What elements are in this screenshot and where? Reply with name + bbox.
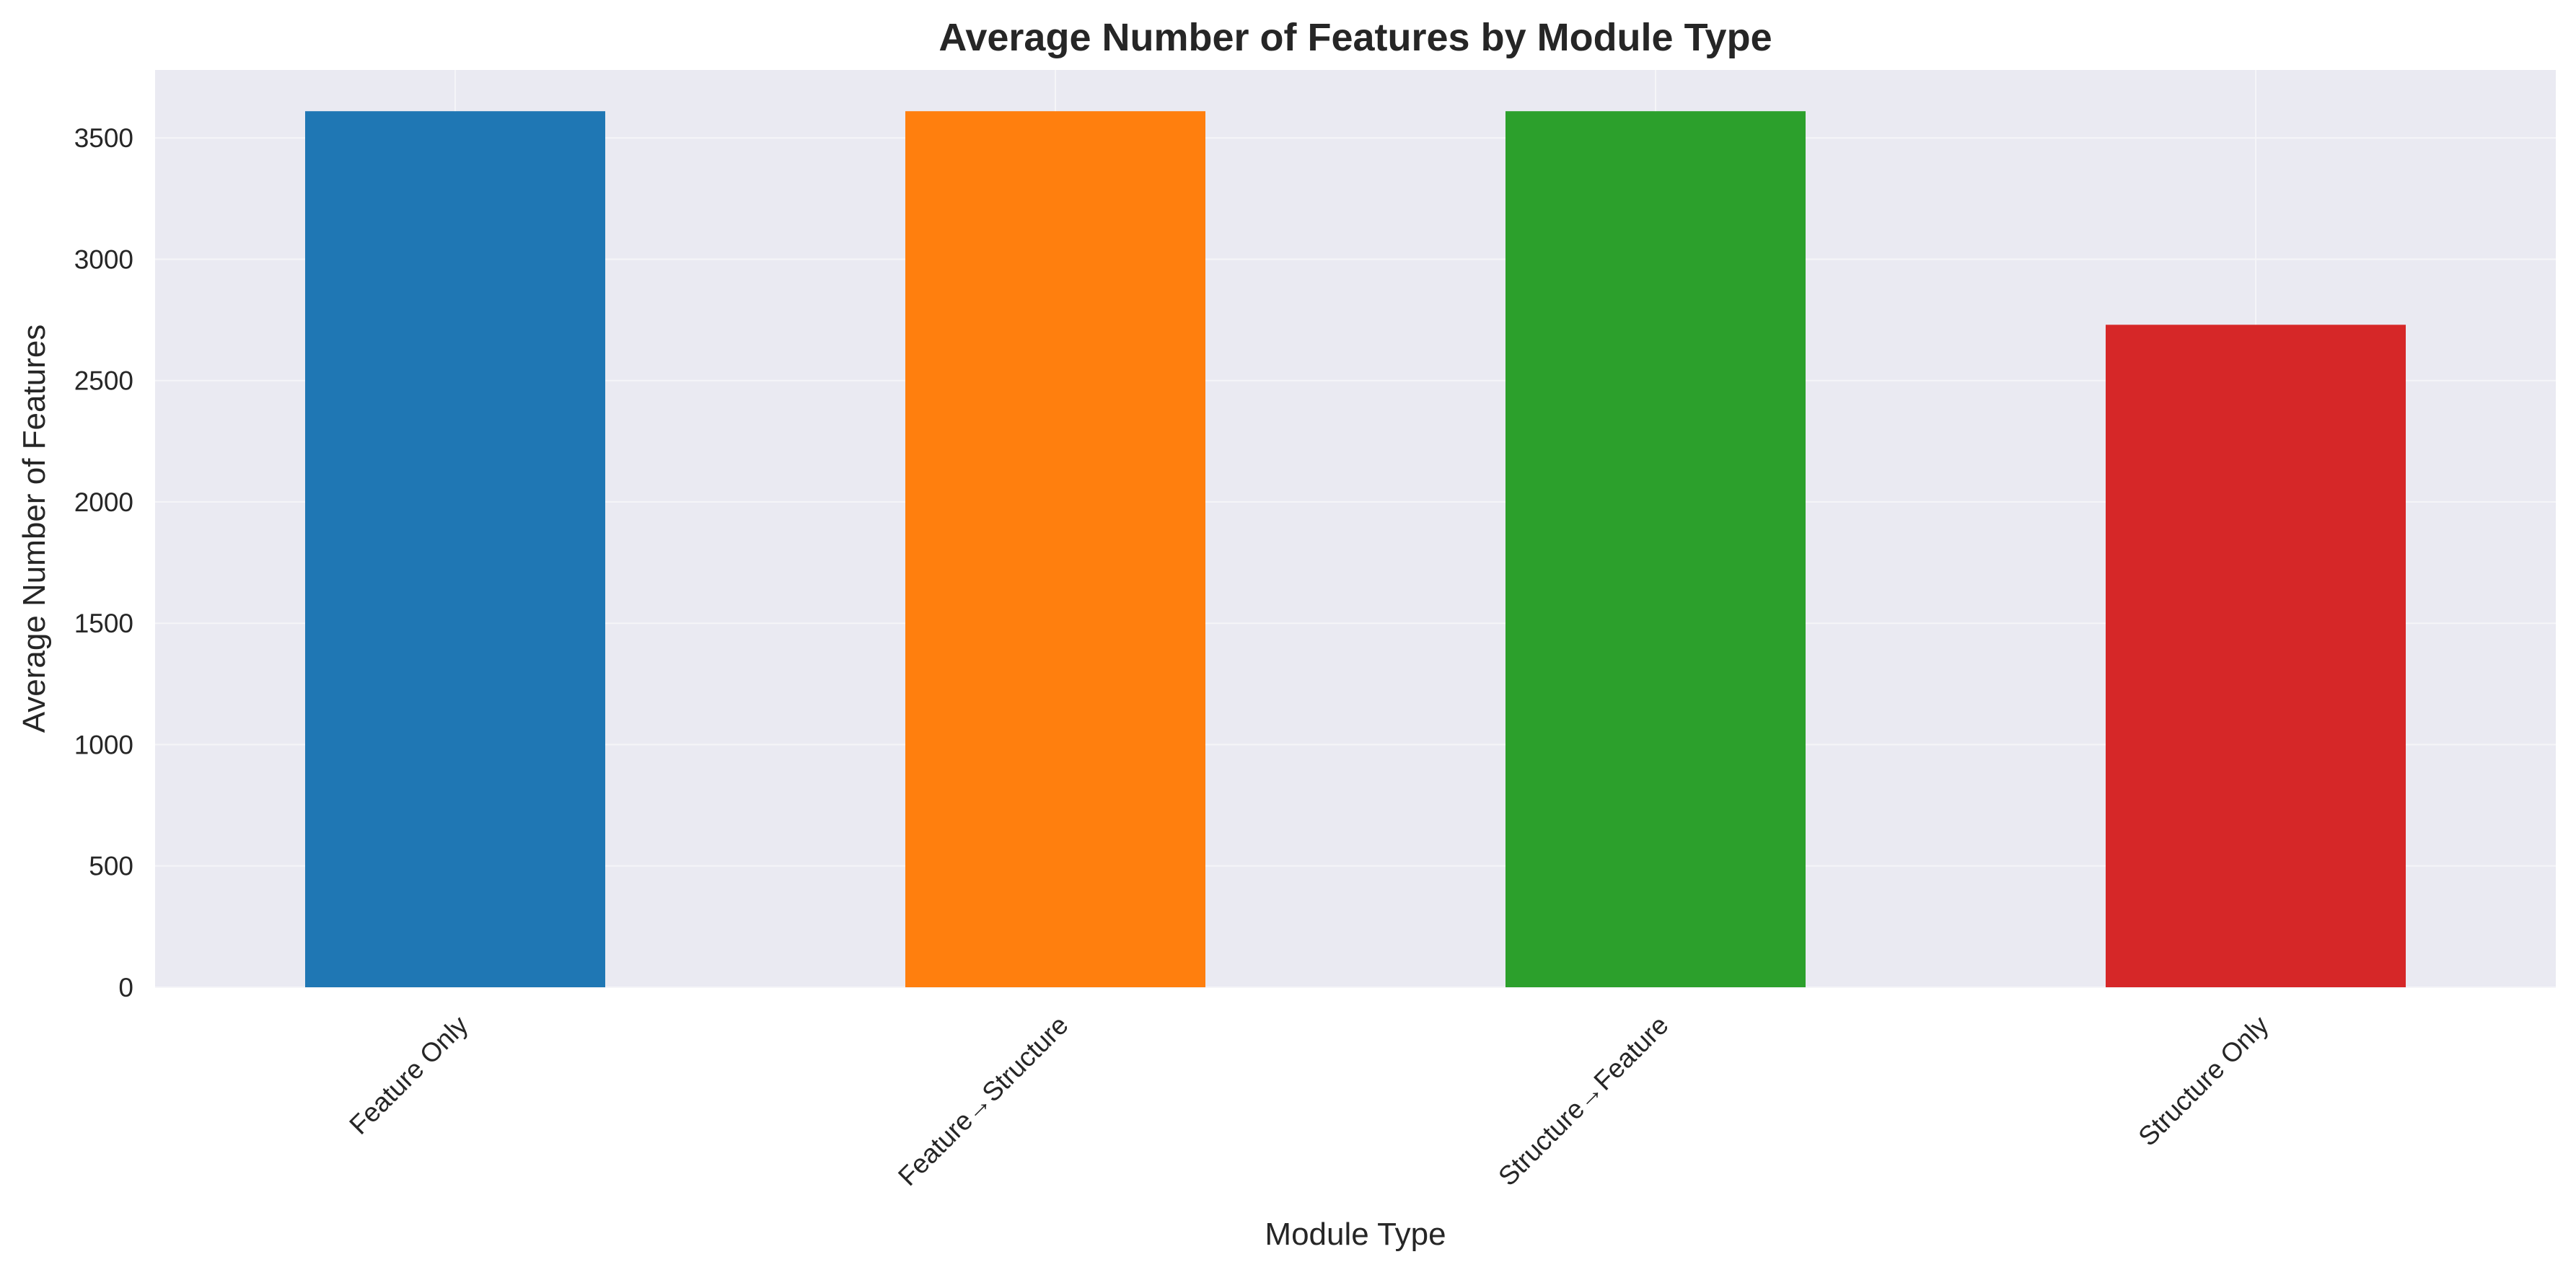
y-tick-label: 1000 [74,730,133,759]
x-axis-label: Module Type [1265,1217,1446,1252]
y-tick-label: 1500 [74,609,133,638]
chart-title: Average Number of Features by Module Typ… [938,16,1772,59]
y-tick-label: 3500 [74,123,133,153]
y-tick-label: 2000 [74,488,133,517]
y-axis-label: Average Number of Features [17,325,52,733]
x-tick-label: Feature→Structure [892,1010,1073,1191]
bar [305,111,605,988]
y-tick-label: 3000 [74,244,133,274]
y-tick-label: 2500 [74,366,133,396]
x-tick-label: Feature Only [343,1010,474,1140]
x-axis-ticks: Feature Only Feature→Structure Structure→F… [343,1010,2274,1191]
bar [2106,325,2406,987]
y-tick-label: 500 [89,852,133,881]
x-tick-label: Structure Only [2132,1010,2274,1152]
y-axis-ticks: 0 500 1000 1500 2000 2500 3000 3500 [74,123,133,1002]
bar [1505,111,1806,988]
y-tick-label: 0 [118,973,133,1002]
bars [305,111,2406,988]
x-tick-label: Structure→Feature [1493,1010,1674,1191]
bar [905,111,1205,988]
